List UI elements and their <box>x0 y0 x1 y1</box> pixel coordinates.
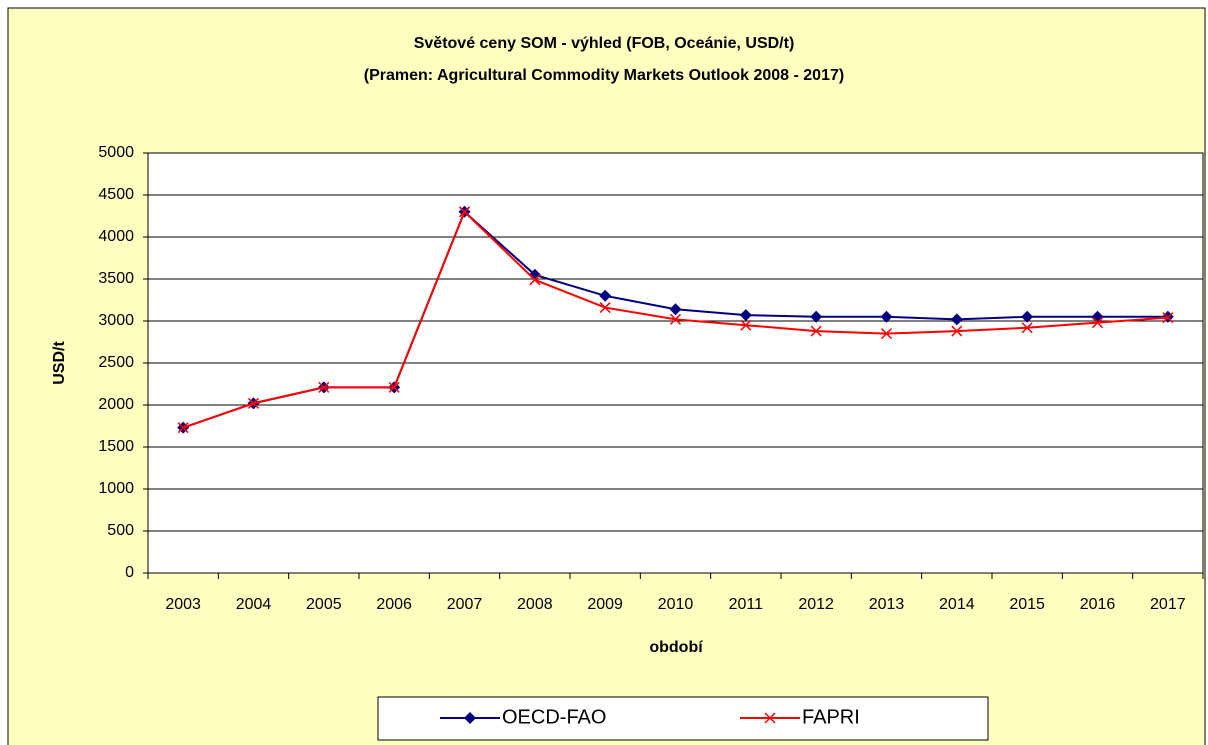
x-tick-label: 2017 <box>1150 596 1186 613</box>
x-tick-label: 2009 <box>587 596 623 613</box>
marker <box>529 274 541 286</box>
x-tick-label: 2012 <box>798 596 834 613</box>
marker <box>599 289 612 302</box>
y-tick-label: 1000 <box>98 480 134 497</box>
marker <box>388 381 400 393</box>
y-tick-label: 5000 <box>98 144 134 161</box>
x-tick-label: 2016 <box>1080 596 1116 613</box>
legend-label: FAPRI <box>802 706 860 728</box>
marker <box>950 313 963 326</box>
marker <box>177 422 189 434</box>
marker <box>669 313 682 325</box>
y-tick-label: 4000 <box>98 228 134 245</box>
marker <box>247 397 260 409</box>
chart-subtitle: (Pramen: Agricultural Commodity Markets … <box>364 67 844 84</box>
y-tick-label: 1500 <box>98 438 134 455</box>
marker <box>810 325 822 337</box>
marker <box>739 309 752 322</box>
marker <box>318 381 330 393</box>
marker <box>1021 322 1033 334</box>
chart-title: Světové ceny SOM - výhled (FOB, Oceánie,… <box>414 35 795 52</box>
x-tick-label: 2015 <box>1009 596 1045 613</box>
x-tick-label: 2003 <box>165 596 201 613</box>
y-tick-label: 3000 <box>98 312 134 329</box>
marker <box>458 206 471 218</box>
marker <box>740 319 752 331</box>
marker <box>880 310 893 323</box>
marker <box>810 310 823 323</box>
legend-marker <box>464 712 476 724</box>
x-tick-label: 2011 <box>729 596 764 613</box>
y-tick-label: 500 <box>107 522 134 539</box>
y-tick-label: 2500 <box>98 354 134 371</box>
y-tick-label: 2000 <box>98 396 134 413</box>
marker <box>599 302 611 314</box>
x-tick-label: 2004 <box>236 596 272 613</box>
y-axis-label: USD/t <box>51 341 68 385</box>
x-tick-label: 2007 <box>447 596 483 613</box>
x-tick-label: 2008 <box>517 596 553 613</box>
marker <box>1021 310 1034 323</box>
y-tick-label: 3500 <box>98 270 134 287</box>
y-tick-label: 0 <box>125 564 134 581</box>
marker <box>669 303 682 316</box>
legend-marker <box>764 712 776 724</box>
x-tick-label: 2013 <box>869 596 905 613</box>
y-tick-label: 4500 <box>98 186 134 203</box>
marker <box>880 328 893 340</box>
marker <box>951 325 963 337</box>
x-tick-label: 2005 <box>306 596 342 613</box>
marker <box>1162 312 1174 324</box>
x-tick-label: 2010 <box>658 596 694 613</box>
x-tick-label: 2006 <box>376 596 412 613</box>
x-axis-label: období <box>649 639 703 656</box>
marker <box>1091 317 1104 329</box>
x-tick-label: 2014 <box>939 596 975 613</box>
legend-label: OECD-FAO <box>502 706 606 728</box>
